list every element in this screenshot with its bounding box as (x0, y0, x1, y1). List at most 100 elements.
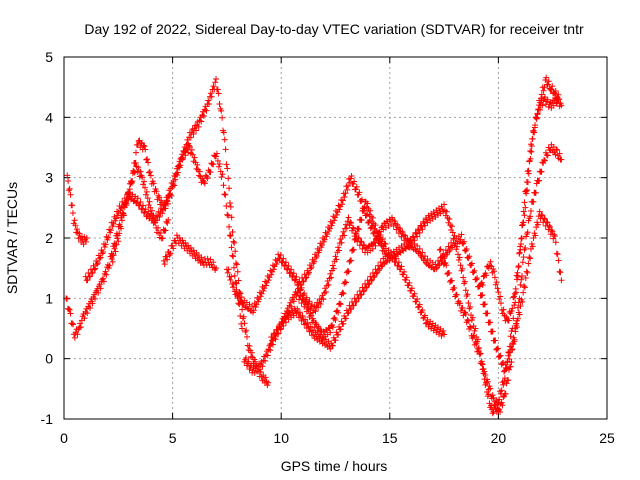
data-point (541, 215, 548, 222)
data-point (306, 269, 313, 276)
data-point (245, 358, 252, 365)
data-point (553, 95, 560, 102)
data-point (342, 221, 349, 228)
data-point (341, 232, 348, 239)
data-point (230, 264, 237, 271)
data-point (69, 202, 76, 209)
data-point (290, 270, 297, 277)
data-point (288, 303, 295, 310)
data-point (543, 74, 550, 81)
data-point (519, 222, 526, 229)
data-point (355, 295, 362, 302)
data-point (506, 355, 513, 362)
data-point (358, 198, 365, 205)
data-point (340, 290, 347, 297)
data-point (316, 247, 323, 254)
data-point (105, 234, 112, 241)
data-point (405, 282, 412, 289)
data-point (541, 157, 548, 164)
data-point (513, 272, 520, 279)
data-point (363, 212, 370, 219)
data-point (494, 285, 501, 292)
data-point (464, 316, 471, 323)
data-point (382, 241, 389, 248)
data-point (402, 232, 409, 239)
data-point (505, 317, 512, 324)
data-point (503, 380, 510, 387)
data-point (541, 94, 548, 101)
data-point (150, 180, 157, 187)
data-point (534, 221, 541, 228)
data-point (156, 213, 163, 220)
data-point (139, 174, 146, 181)
data-point (179, 156, 186, 163)
data-point (267, 341, 274, 348)
data-point (548, 86, 555, 93)
data-point (457, 262, 464, 269)
data-point (487, 385, 494, 392)
data-point (526, 254, 533, 261)
data-point (502, 390, 509, 397)
data-point (227, 277, 234, 284)
data-point (65, 306, 72, 313)
data-point (341, 194, 348, 201)
data-point (372, 222, 379, 229)
data-point (227, 232, 234, 239)
data-point (116, 230, 123, 237)
data-point (125, 189, 132, 196)
data-point (84, 277, 91, 284)
data-point (139, 205, 146, 212)
data-point (511, 302, 518, 309)
data-point (527, 155, 534, 162)
data-point (240, 313, 247, 320)
data-point (295, 285, 302, 292)
data-point (457, 236, 464, 243)
data-point (229, 228, 236, 235)
data-point (173, 170, 180, 177)
data-point (327, 270, 334, 277)
data-point (517, 281, 524, 288)
data-point (370, 274, 377, 281)
data-point (421, 253, 428, 260)
series-11 (478, 74, 563, 324)
data-point (516, 295, 523, 302)
data-point (554, 251, 561, 258)
data-point (118, 225, 125, 232)
data-point (233, 261, 240, 268)
data-point (479, 281, 486, 288)
data-point (368, 277, 375, 284)
data-point (498, 300, 505, 307)
data-point (321, 236, 328, 243)
data-point (347, 175, 354, 182)
data-point (145, 159, 152, 166)
data-point (107, 229, 114, 236)
data-point (544, 219, 551, 226)
data-point (553, 146, 560, 153)
data-point (398, 263, 405, 270)
data-point (219, 171, 226, 178)
data-point (338, 239, 345, 246)
data-point (455, 251, 462, 258)
data-point (112, 248, 119, 255)
data-point (414, 233, 421, 240)
data-point (143, 188, 150, 195)
data-point (232, 248, 239, 255)
data-point (238, 294, 245, 301)
data-point (225, 212, 232, 219)
data-point (279, 258, 286, 265)
data-point (198, 254, 205, 261)
data-point (226, 185, 233, 192)
data-point (367, 207, 374, 214)
data-point (549, 228, 556, 235)
y-tick-label: -1 (41, 411, 54, 427)
data-point (233, 286, 240, 293)
data-point (353, 183, 360, 190)
data-point (414, 242, 421, 249)
data-point (218, 174, 225, 181)
data-point (170, 181, 177, 188)
data-point (356, 189, 363, 196)
data-point (357, 238, 364, 245)
data-point (82, 238, 89, 245)
data-point (160, 257, 167, 264)
data-point (229, 284, 236, 291)
